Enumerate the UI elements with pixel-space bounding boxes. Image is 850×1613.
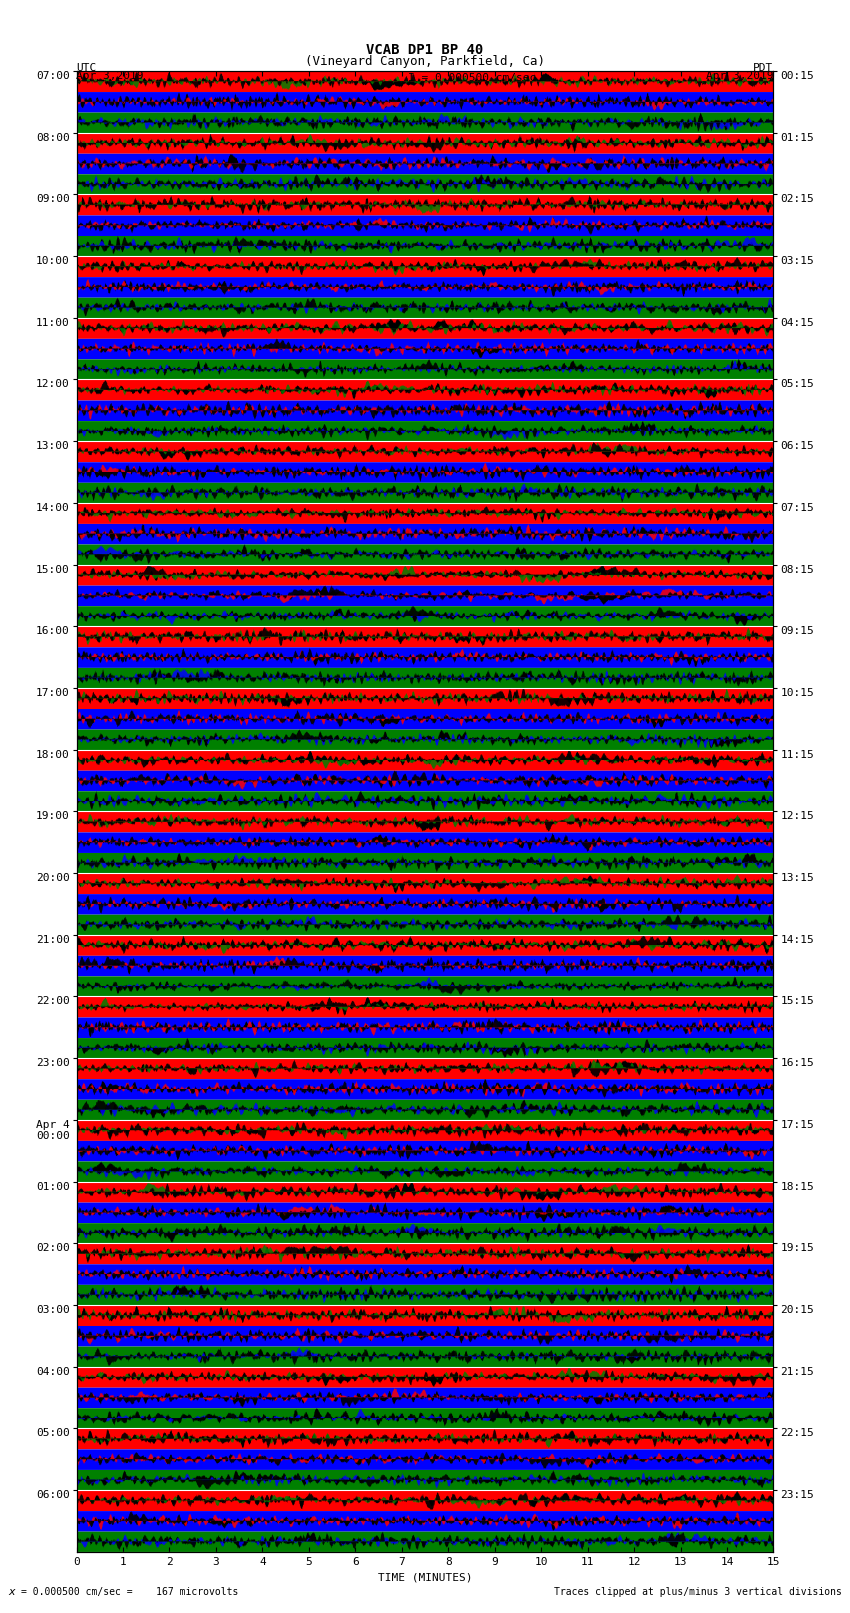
Text: (Vineyard Canyon, Parkfield, Ca): (Vineyard Canyon, Parkfield, Ca) [305, 55, 545, 68]
Text: VCAB DP1 BP 40: VCAB DP1 BP 40 [366, 44, 484, 56]
Text: Traces clipped at plus/minus 3 vertical divisions: Traces clipped at plus/minus 3 vertical … [553, 1587, 842, 1597]
Text: Apr 3,2019: Apr 3,2019 [706, 71, 774, 81]
Text: x: x [8, 1587, 15, 1597]
Text: PDT: PDT [753, 63, 774, 73]
Text: I = 0.000500 cm/sec: I = 0.000500 cm/sec [408, 73, 536, 82]
Text: Apr 3,2019: Apr 3,2019 [76, 71, 144, 81]
Text: UTC: UTC [76, 63, 97, 73]
Text: = 0.000500 cm/sec =    167 microvolts: = 0.000500 cm/sec = 167 microvolts [21, 1587, 239, 1597]
X-axis label: TIME (MINUTES): TIME (MINUTES) [377, 1573, 473, 1582]
